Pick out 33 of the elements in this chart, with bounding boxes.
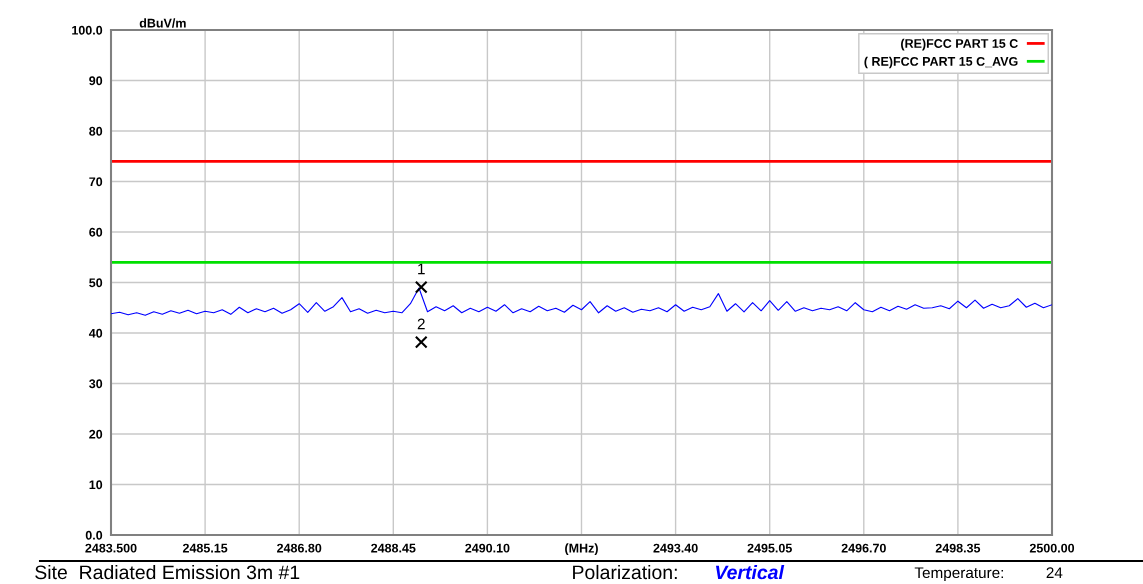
y-tick-label: 90 — [89, 76, 103, 86]
y-tick-label: 50 — [89, 278, 103, 288]
text: 24 — [1046, 567, 1063, 578]
annotation: 2 — [417, 318, 425, 330]
y-tick-label: 80 — [89, 126, 103, 136]
x-tick-label: 2500.00 — [1029, 543, 1075, 553]
text: Vertical — [716, 564, 785, 580]
x-tick-label: 2496.70 — [841, 543, 886, 553]
x-tick-label: 2493.40 — [653, 543, 698, 553]
line-series — [111, 287, 1052, 316]
y-tick-label: 30 — [89, 379, 103, 389]
x-tick-label: 2488.45 — [371, 543, 416, 553]
text: Polarization: — [573, 564, 677, 580]
text: Temperature: — [914, 567, 1004, 582]
x-tick-label: 2483.500 — [85, 543, 137, 553]
legend-label: (RE)FCC PART 15 C — [901, 38, 1018, 51]
y-tick-label: 70 — [89, 177, 103, 187]
y-tick-label: 10 — [89, 480, 103, 490]
y-tick-label: 40 — [88, 328, 103, 338]
y-tick-label: 20 — [89, 429, 103, 439]
x-tick-label: 2490.10 — [465, 543, 510, 553]
y-tick-label: 100.0 — [72, 25, 103, 35]
x-tick-label: 2495.05 — [747, 543, 792, 553]
y-tick-label: 60 — [89, 227, 103, 237]
y-tick-label: 0.0 — [85, 530, 103, 540]
y-axis-title: dBuV/m — [139, 18, 186, 28]
annotation: 1 — [418, 263, 425, 275]
x-tick-label: 2498.35 — [935, 543, 981, 553]
x-tick-label: 2485.15 — [182, 543, 228, 553]
x-tick-label: 2486.80 — [277, 543, 322, 553]
text: Site Radiated Emission 3m #1 — [35, 564, 300, 580]
x-tick-label: (MHz) — [565, 543, 598, 555]
legend-label: ( RE)FCC PART 15 C_AVG — [864, 56, 1018, 69]
